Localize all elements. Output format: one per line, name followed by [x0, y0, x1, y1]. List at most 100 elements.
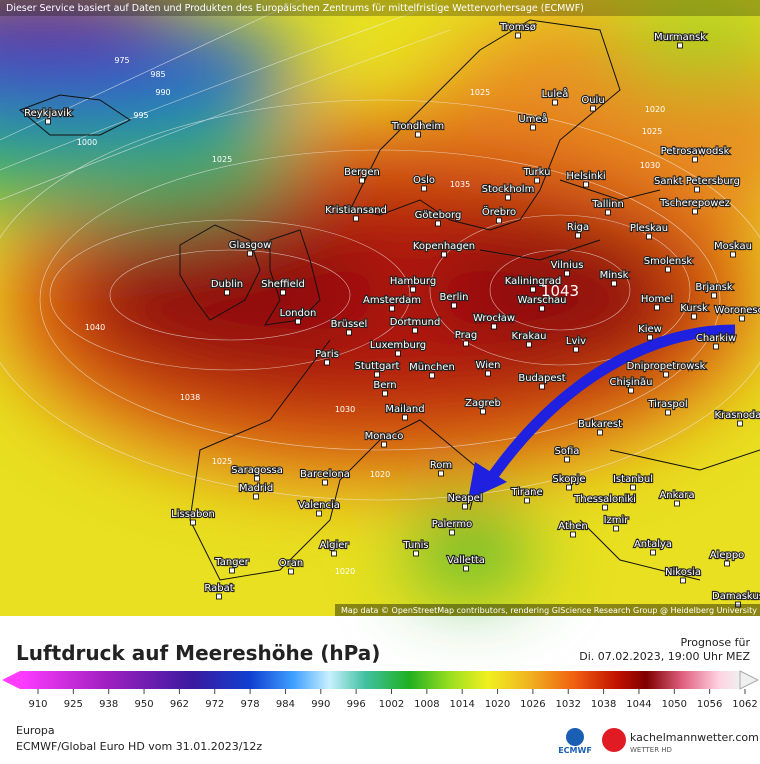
city-dot [694, 186, 700, 193]
city-label: Berlin [439, 292, 468, 303]
isobar-label: 1025 [642, 127, 662, 136]
city-dot [224, 289, 230, 296]
forecast-label: Prognose für [681, 636, 751, 649]
isobar-label: 1035 [450, 180, 470, 189]
city-dot [346, 329, 352, 336]
tick-label: 1026 [520, 699, 545, 710]
isobar-label: 995 [133, 111, 148, 120]
city-label: Tallinn [591, 199, 624, 210]
city-label: Prag [455, 330, 477, 341]
isobar-label: 1000 [77, 138, 97, 147]
brand: kachelmannwetter.com [630, 731, 759, 744]
city-dot [646, 233, 652, 240]
city-dot [322, 479, 328, 486]
city-label: Athen [558, 521, 587, 532]
flow-arrow-head [468, 462, 507, 500]
city-dot [316, 510, 322, 517]
color-bar: 910 925 938 950 962 972 978 984 990 996 1002 1008 10… [2, 670, 760, 710]
city-dot [692, 156, 698, 163]
city-dot [628, 387, 634, 394]
city-label: Palermo [432, 519, 472, 530]
city-label: Glasgow [229, 240, 272, 251]
tick-label: 1062 [732, 699, 757, 710]
city-dot [735, 601, 741, 608]
city-dot [539, 383, 545, 390]
city-label: Barcelona [300, 469, 350, 480]
city-label: Skopje [552, 474, 585, 485]
forecast-time: Di. 07.02.2023, 19:00 Uhr MEZ [579, 650, 750, 663]
city-label: Ankara [659, 490, 694, 501]
city-dot [605, 209, 611, 216]
city-dot [415, 131, 421, 138]
city-label: Tanger [214, 557, 249, 568]
city-label: Dublin [211, 279, 243, 290]
city-dot [395, 350, 401, 357]
tick-label: 972 [205, 699, 224, 710]
city-label: Turku [523, 167, 551, 178]
city-dot [280, 289, 286, 296]
tick-label: 1020 [485, 699, 510, 710]
city-label: Stuttgart [355, 361, 400, 372]
isobar-label: 1025 [470, 88, 490, 97]
city-label: Damaskus [712, 591, 760, 602]
city-dot [524, 497, 530, 504]
city-dot [573, 346, 579, 353]
city-dot [552, 99, 558, 106]
city-dot [566, 484, 572, 491]
model-run: ECMWF/Global Euro HD vom 31.01.2023/12z [16, 740, 262, 753]
city-dot [435, 220, 441, 227]
tick-label: 1002 [379, 699, 404, 710]
city-dot [389, 305, 395, 312]
city-dot [564, 270, 570, 277]
city-label: Valencia [298, 500, 340, 511]
city-label: Umeå [518, 112, 547, 125]
tick-label: 984 [276, 699, 295, 710]
city-dot [463, 340, 469, 347]
city-dot [412, 327, 418, 334]
isobar-label: 985 [150, 70, 165, 79]
city-dot [374, 371, 380, 378]
city-label: Monaco [365, 431, 404, 442]
city-label: Mailand [385, 404, 424, 415]
city-dot [564, 456, 570, 463]
city-label: Göteborg [415, 210, 462, 221]
city-label: Lissabon [171, 509, 215, 520]
city-dot [505, 194, 511, 201]
city-label: Saragossa [231, 465, 283, 476]
tick-label: 996 [347, 699, 366, 710]
city-dot [650, 549, 656, 556]
city-label: Sheffield [261, 279, 305, 290]
high-label: 1043 [541, 282, 579, 300]
isobar-label: 1038 [180, 393, 200, 402]
city-label: Tiraspol [647, 399, 687, 410]
city-dot [438, 470, 444, 477]
city-dot [449, 529, 455, 536]
city-label: Brjansk [695, 282, 732, 293]
isobar-label: 1020 [370, 470, 390, 479]
city-dot [665, 266, 671, 273]
attribution: Map data © OpenStreetMap contributors, r… [341, 606, 757, 615]
city-label: Algier [319, 540, 349, 551]
city-dot [515, 32, 521, 39]
city-dot [429, 372, 435, 379]
city-dot [724, 560, 730, 567]
city-dot [711, 292, 717, 299]
city-label: Paris [315, 349, 339, 360]
city-dot [630, 484, 636, 491]
city-label: Bukarest [578, 419, 622, 430]
city-label: Rabat [204, 583, 233, 594]
city-label: München [409, 362, 455, 373]
city-dot [382, 390, 388, 397]
city-dot [677, 42, 683, 49]
service-notice: Dieser Service basiert auf Daten und Pro… [6, 3, 584, 14]
tick-label: 1008 [414, 699, 439, 710]
city-dot [421, 185, 427, 192]
tick-label: 1044 [626, 699, 651, 710]
city-label: Tscherepowez [659, 198, 730, 209]
city-label: Dortmund [390, 317, 441, 328]
city-label: Luleå [542, 87, 569, 100]
city-label: Tirane [510, 487, 542, 498]
city-label: Aleppo [710, 550, 745, 561]
city-dot [463, 565, 469, 572]
city-dot [526, 341, 532, 348]
